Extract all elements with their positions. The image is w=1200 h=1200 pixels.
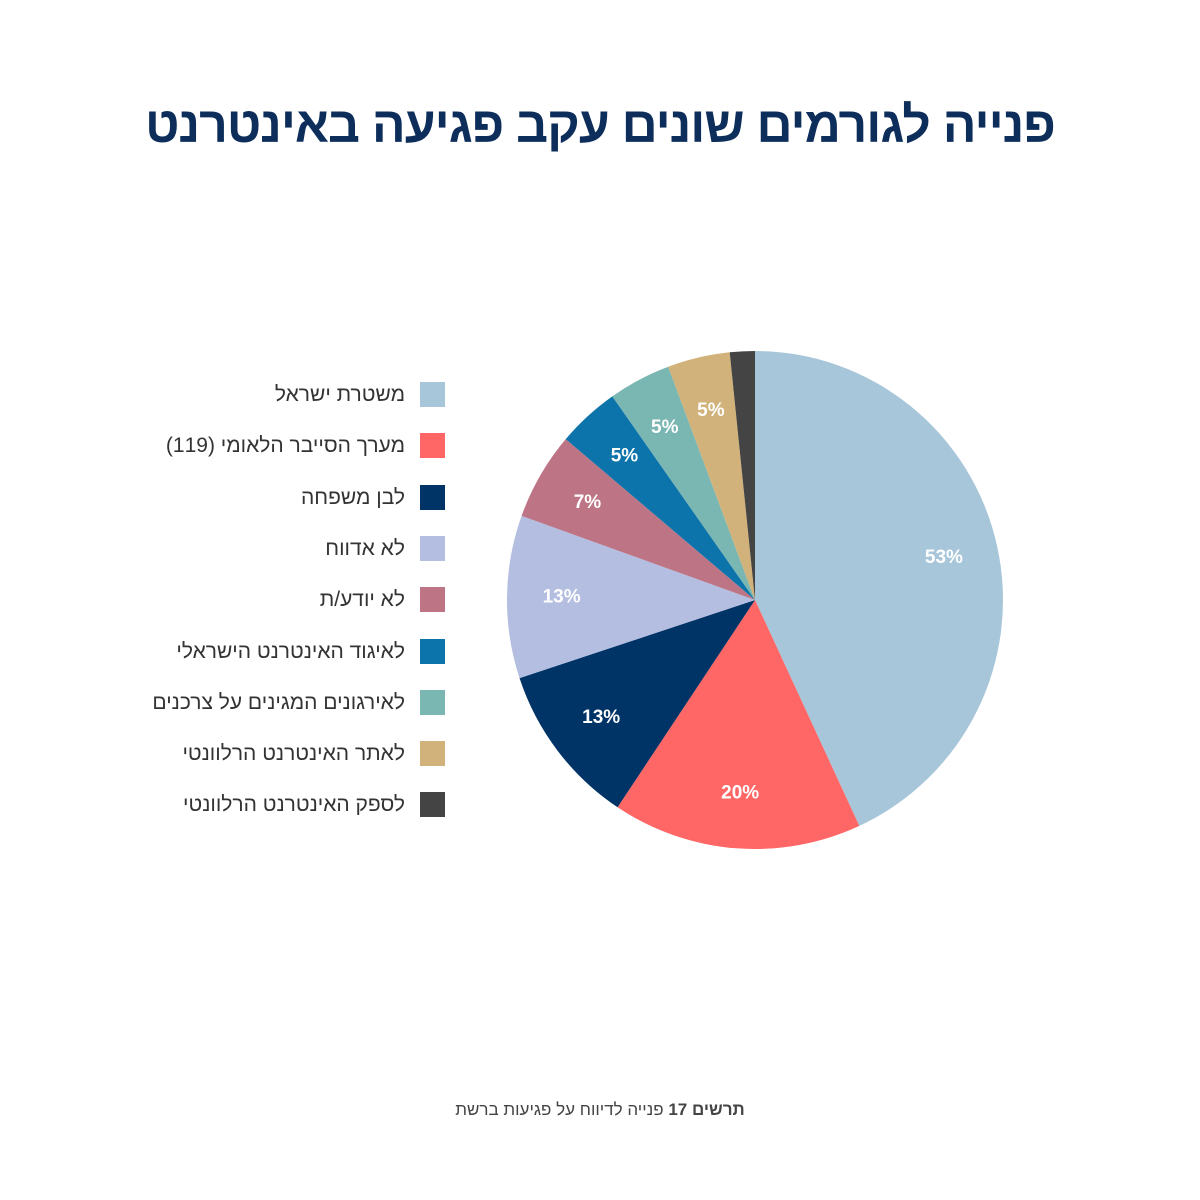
pie-slice-5 [521,439,755,600]
legend-label: לספק האינטרנט הרלוונטי [183,793,405,817]
pie-slice-4 [507,515,755,679]
legend-item-5: לא יודע/ת [150,587,445,613]
legend-item-8: לאתר האינטרנט הרלוונטי [150,741,445,767]
pie-slice-2 [617,600,860,849]
legend-label: מערך הסייבר הלאומי (119) [165,434,405,458]
legend-label: לאירגונים המגינים על צרכנים [152,690,405,714]
pie-slice-7 [612,366,755,600]
footnote-text: פנייה לדיווח על פגיעות ברשת [455,1100,664,1119]
legend-label: משטרת ישראל [274,383,405,406]
legend-label: לא יודע/ת [319,588,405,612]
pie-slices [507,351,1003,849]
legend-swatch [420,741,445,767]
pie-slice-9 [729,351,755,600]
pie-slice-8 [668,352,755,600]
pie-slice-label-5: 7% [574,492,602,513]
footnote: תרשים 17 פנייה לדיווח על פגיעות ברשת [0,1100,1200,1120]
legend-item-2: מערך הסייבר הלאומי (119) [150,433,445,459]
pie-slice-6 [565,396,755,600]
pie-slice-label-3: 13% [582,707,620,728]
legend-item-9: לספק האינטרנט הרלוונטי [150,792,445,818]
legend-label: לא אדווח [325,536,405,560]
pie-slice-label-1: 53% [925,547,963,568]
pie-slice-1 [755,351,1003,826]
pie-slice-3 [519,600,755,808]
legend-swatch [420,484,445,510]
footnote-figure-number: תרשים 17 [668,1100,745,1119]
pie-slice-label-2: 20% [721,783,759,804]
legend-swatch [420,638,445,664]
legend-item-4: לא אדווח [150,535,445,562]
legend-swatch [420,433,445,459]
legend-swatch [420,382,445,407]
legend-swatch [420,535,445,561]
legend-label: לבן משפחה [300,485,405,509]
legend-label: לאיגוד האינטרנט הישראלי [176,639,405,663]
legend-item-7: לאירגונים המגינים על צרכנים [150,689,445,716]
pie-slice-labels: 53% 20% 13% 13% 7% 5% 5% 5% [543,400,963,804]
legend-item-3: לבן משפחה [150,484,445,511]
legend-label: לאתר האינטרנט הרלוונטי [182,742,405,766]
pie-slice-label-8: 5% [697,400,725,421]
legend-item-1: משטרת ישראל [150,382,445,408]
pie-slice-label-6: 5% [611,446,639,467]
pie-slice-label-4: 13% [543,587,581,608]
legend-item-6: לאיגוד האינטרנט הישראלי [150,638,445,665]
legend-swatch [420,792,445,818]
pie-slice-label-7: 5% [651,417,679,438]
chart-title: פנייה לגורמים שונים עקב פגיעה באינטרנט [145,97,1056,153]
legend-swatch [420,587,445,613]
legend-swatch [420,689,445,715]
